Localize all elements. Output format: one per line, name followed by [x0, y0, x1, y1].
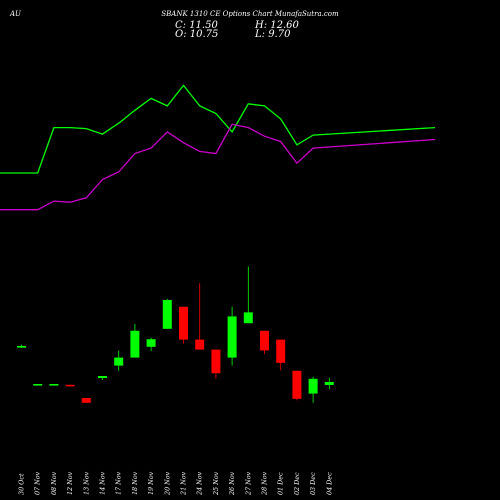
candle	[130, 324, 140, 358]
candle	[65, 384, 75, 387]
candle	[146, 337, 156, 352]
candle	[227, 306, 237, 366]
chart-ticker: AU	[9, 10, 22, 18]
candle	[260, 330, 269, 354]
candle	[49, 384, 59, 386]
candle-body	[227, 316, 237, 358]
x-tick-label: 20 Nov	[163, 471, 171, 496]
low-value: L: 9.70	[254, 29, 291, 40]
candle-body	[65, 384, 75, 387]
x-tick-label: 14 Nov	[99, 471, 107, 495]
candle	[324, 377, 334, 390]
x-tick-label: 21 Nov	[180, 471, 188, 496]
candle-body	[114, 357, 124, 366]
candle-body	[17, 346, 26, 348]
x-tick-label: 12 Nov	[66, 471, 74, 495]
candle	[308, 376, 318, 403]
candle-body	[130, 330, 140, 358]
candle-body	[146, 339, 156, 347]
candle-body	[260, 330, 269, 351]
x-tick-label: 24 Nov	[196, 471, 204, 496]
x-tick-label: 04 Dec	[325, 472, 333, 495]
x-tick-label: 02 Dec	[293, 472, 301, 495]
upper-indicator-line	[0, 84, 436, 174]
x-tick-label: 17 Nov	[115, 471, 123, 495]
x-tick-label: 26 Nov	[228, 471, 236, 496]
candle-body	[98, 376, 107, 378]
candle-body	[292, 370, 302, 399]
open-value: O: 10.75	[175, 29, 218, 40]
x-tick-label: 30 Oct	[18, 473, 26, 495]
x-tick-label: 01 Dec	[277, 472, 285, 495]
lower-indicator-line	[0, 123, 436, 211]
candle-body	[49, 384, 59, 386]
close-value: C: 11.50	[175, 20, 218, 31]
candle	[292, 370, 302, 401]
candle	[114, 350, 124, 371]
candle-body	[179, 306, 188, 340]
candle	[195, 283, 205, 350]
high-value: H: 12.60	[254, 20, 300, 31]
candle-body	[81, 398, 91, 403]
x-tick-label: 28 Nov	[261, 471, 269, 496]
x-axis-ticks: 30 Oct 07 Nov 08 Nov 12 Nov 13 Nov 14 Nov 17 N…	[18, 471, 334, 496]
candle	[81, 398, 91, 403]
candle-body	[195, 339, 205, 350]
candle	[33, 384, 43, 386]
x-tick-label: 25 Nov	[212, 471, 220, 496]
x-tick-label: 13 Nov	[82, 471, 90, 495]
candle-body	[243, 312, 253, 324]
candles	[17, 266, 334, 403]
x-tick-label: 18 Nov	[131, 471, 139, 495]
x-tick-label: 07 Nov	[34, 471, 42, 495]
candle	[17, 344, 26, 348]
candle	[276, 339, 286, 371]
candle-body	[276, 339, 286, 363]
candle-body	[308, 378, 318, 394]
candle	[211, 349, 221, 379]
candle-body	[324, 382, 334, 385]
x-tick-label: 19 Nov	[147, 471, 155, 495]
x-tick-label: 03 Dec	[309, 472, 317, 495]
candle	[162, 298, 172, 329]
candle-body	[33, 384, 43, 386]
candle-body	[162, 300, 172, 329]
chart-title: SBANK 1310 CE Options Chart MunafaSutra.…	[161, 10, 339, 18]
candle	[243, 266, 253, 324]
candle	[98, 376, 107, 380]
candle	[179, 306, 188, 344]
x-tick-label: 27 Nov	[244, 471, 252, 496]
x-tick-label: 08 Nov	[50, 471, 58, 495]
candle-body	[211, 349, 221, 374]
indicator-lines	[0, 84, 436, 211]
